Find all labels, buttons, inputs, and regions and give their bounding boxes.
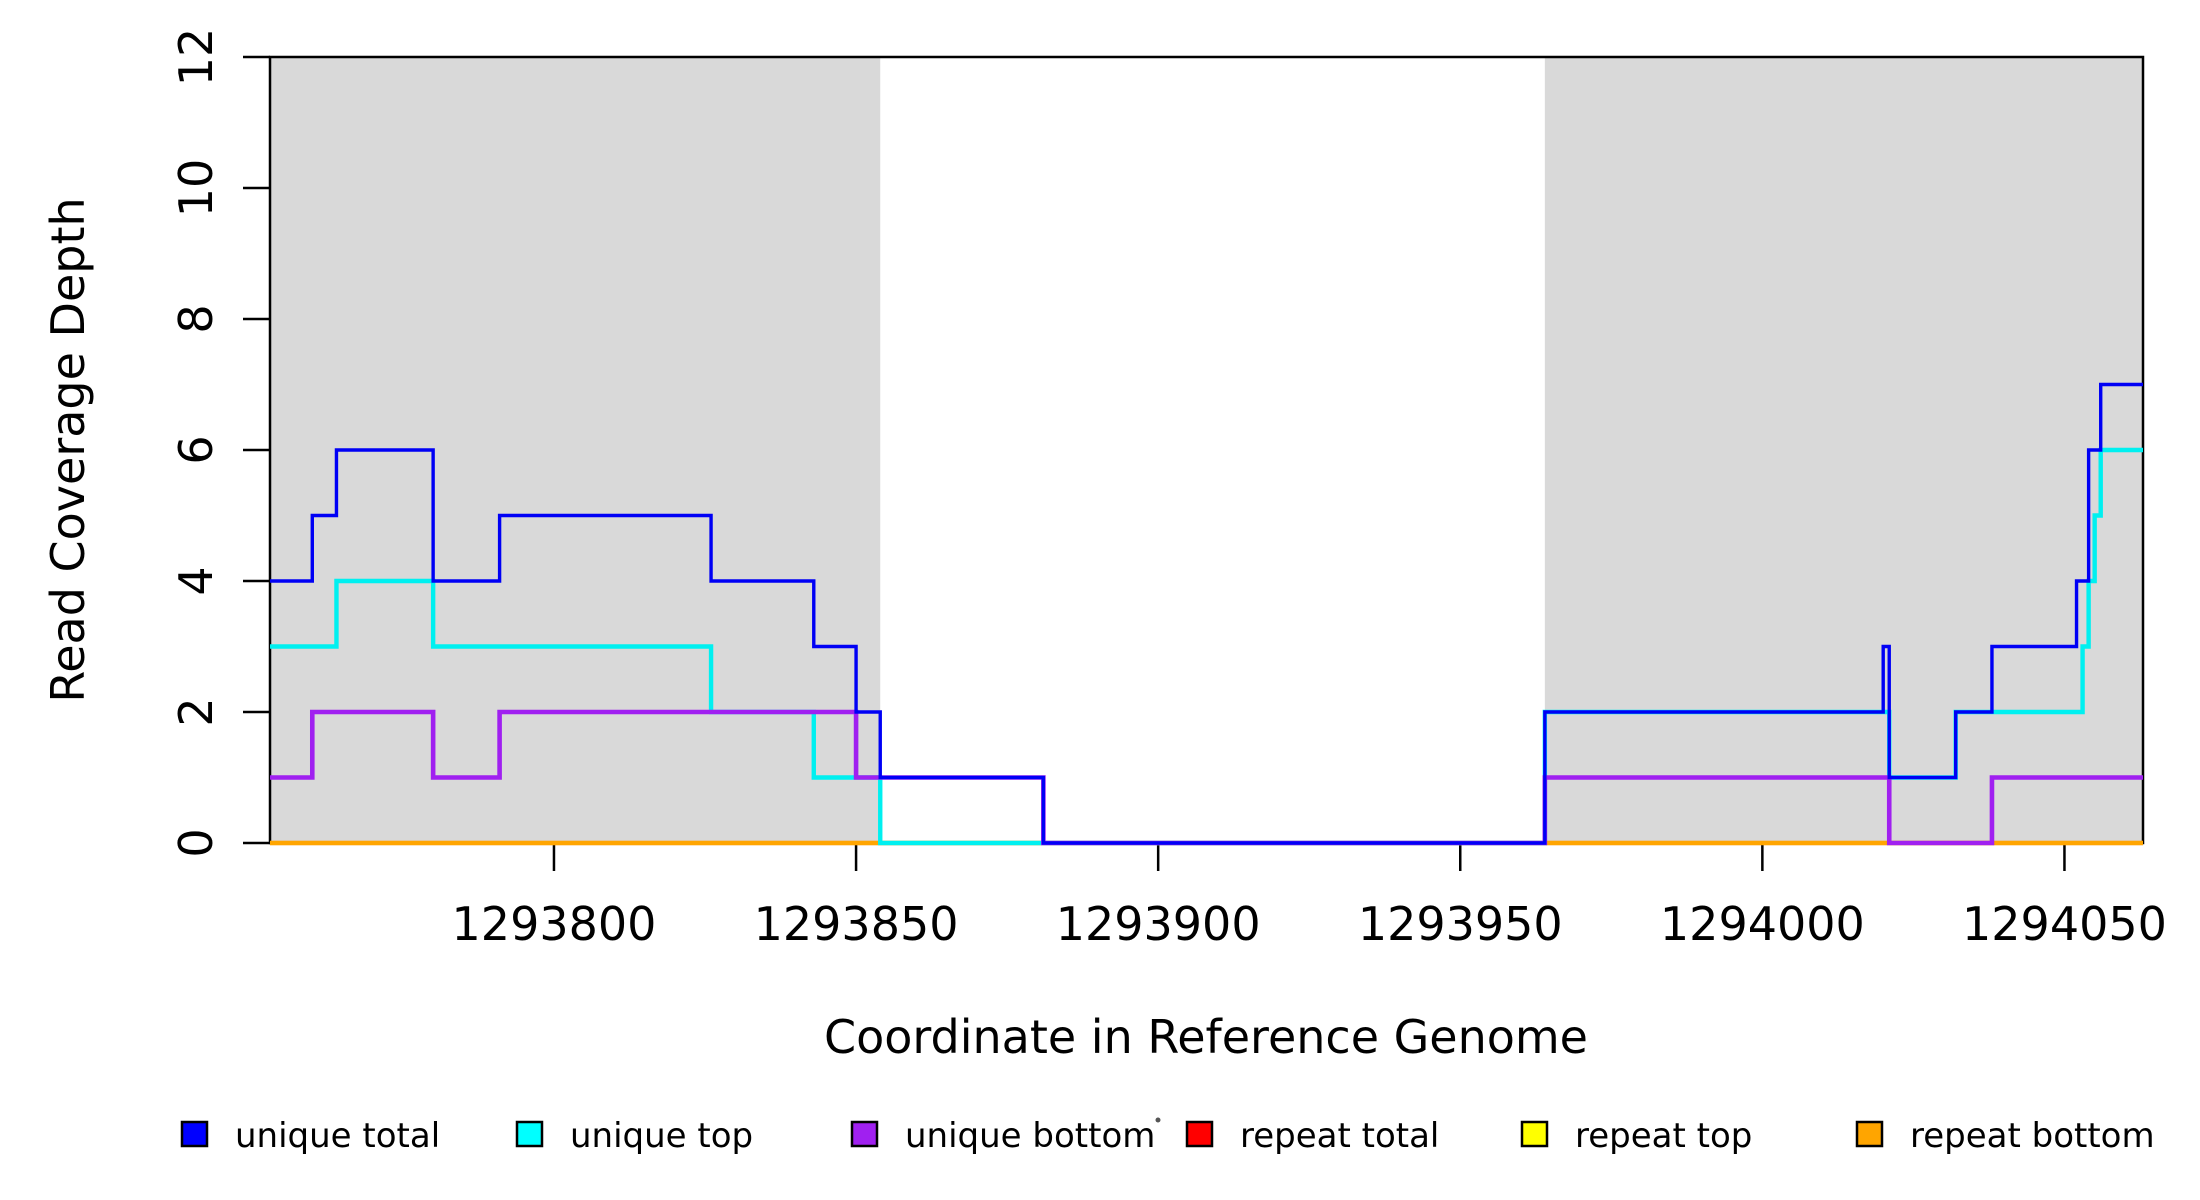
legend-swatch	[1855, 1120, 1884, 1148]
y-tick-label: 8	[169, 304, 223, 333]
x-axis-title: Coordinate in Reference Genome	[824, 1010, 1588, 1064]
legend: unique total unique top unique bottom repea…	[180, 1116, 2155, 1156]
chart-layer: 1293800 1293850 1293900 1293950 1294000 12940…	[169, 28, 2167, 951]
x-tick-label: 1294000	[1660, 897, 1865, 951]
legend-item-label: unique top	[570, 1116, 753, 1156]
legend-item-label: repeat top	[1575, 1116, 1752, 1156]
legend-item-unique-top: unique top	[515, 1116, 753, 1156]
y-tick-label: 0	[169, 828, 223, 857]
y-tick-label: 6	[169, 435, 223, 464]
y-tick-label: 12	[169, 28, 223, 87]
y-axis-title: Read Coverage Depth	[41, 197, 95, 702]
legend-item-unique-bottom: unique bottom	[850, 1116, 1155, 1156]
legend-swatch	[850, 1120, 879, 1148]
legend-swatch	[1185, 1120, 1214, 1148]
legend-item-unique-total: unique total	[180, 1116, 440, 1156]
x-tick-label: 1293950	[1358, 897, 1563, 951]
legend-swatch	[515, 1120, 544, 1148]
legend-item-label: unique bottom	[905, 1116, 1155, 1156]
legend-item-repeat-total: repeat total	[1185, 1116, 1439, 1156]
legend-swatch	[180, 1120, 209, 1148]
x-tick-label: 1293800	[452, 897, 657, 951]
x-tick-label: 1293850	[754, 897, 959, 951]
legend-item-label: repeat bottom	[1910, 1116, 2155, 1156]
series-line-unique-total	[270, 382, 2143, 845]
legend-item-repeat-top: repeat top	[1520, 1116, 1752, 1156]
legend-item-repeat-bottom: repeat bottom	[1855, 1116, 2155, 1156]
stray-dot	[1155, 1117, 1161, 1123]
shaded-region	[1544, 57, 2143, 843]
y-tick-label: 10	[169, 159, 223, 218]
x-tick-label: 1293900	[1056, 897, 1261, 951]
legend-swatch	[1520, 1120, 1549, 1148]
y-tick-label: 4	[169, 566, 223, 595]
legend-item-label: unique total	[235, 1116, 440, 1156]
legend-item-label: repeat total	[1240, 1116, 1439, 1156]
x-tick-label: 1294050	[1962, 897, 2167, 951]
y-tick-label: 2	[169, 697, 223, 726]
